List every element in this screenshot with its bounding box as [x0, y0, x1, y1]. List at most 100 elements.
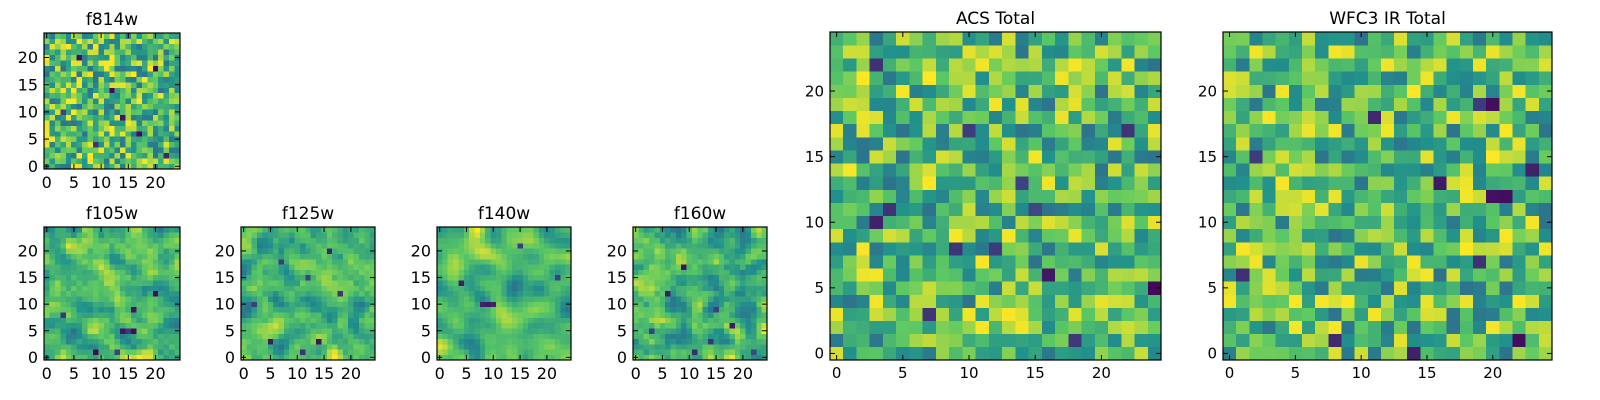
heatmap-cell [125, 152, 132, 159]
heatmap-cell [163, 237, 170, 244]
heatmap-cell [141, 76, 148, 83]
heatmap-cell [1041, 307, 1056, 321]
heatmap-cell [1249, 268, 1263, 282]
heatmap-cell [299, 280, 306, 286]
heatmap-cell [718, 290, 725, 297]
heatmap-cell [49, 33, 56, 39]
heatmap-cell [1499, 45, 1513, 59]
heatmap-cell [922, 32, 937, 46]
heatmap-cell [745, 306, 752, 313]
heatmap-cell [697, 258, 704, 265]
heatmap-cell [1512, 241, 1527, 256]
heatmap-cell [1094, 136, 1109, 151]
heatmap-cell [174, 333, 181, 340]
x-tick-label: 10 [287, 364, 307, 383]
heatmap-cell [1538, 150, 1553, 164]
heatmap-cell [909, 58, 924, 72]
heatmap-cell [71, 285, 77, 292]
heatmap-cell [922, 58, 937, 72]
heatmap-cell [342, 253, 349, 260]
heatmap-cell [289, 253, 295, 260]
heatmap-cell [278, 253, 285, 260]
heatmap-cell [975, 307, 990, 321]
heatmap-cell [262, 258, 269, 265]
heatmap-cell [702, 338, 709, 345]
heatmap-cell [174, 253, 181, 260]
heatmap-cell [922, 84, 937, 98]
heatmap-cell [724, 317, 730, 324]
heatmap-cell [1068, 215, 1082, 230]
heatmap-cell [485, 349, 491, 356]
heatmap-cell [724, 248, 730, 254]
heatmap-cell [654, 274, 661, 281]
heatmap-cell [1538, 202, 1553, 217]
heatmap-cell [257, 285, 263, 292]
heatmap-cell [1433, 32, 1448, 46]
heatmap-cell [60, 290, 67, 297]
heatmap-cell [1262, 307, 1276, 321]
heatmap-cell [565, 253, 572, 260]
heatmap-cell [283, 344, 290, 350]
heatmap-cell [718, 354, 725, 361]
heatmap-cell [1473, 255, 1487, 269]
heatmap-cell [82, 248, 88, 254]
heatmap-cell [533, 301, 540, 308]
heatmap-cell [310, 274, 317, 281]
heatmap-cell [1147, 58, 1162, 72]
heatmap-cell [136, 152, 143, 159]
heatmap-cell [364, 322, 370, 329]
heatmap-cell [283, 264, 290, 270]
heatmap-cell [136, 253, 143, 260]
heatmap-cell [251, 328, 258, 334]
heatmap-cell [988, 58, 1003, 72]
heatmap-cell [1262, 110, 1276, 125]
heatmap-cell [246, 237, 253, 244]
heatmap-cell [740, 306, 746, 313]
heatmap-cell [1459, 123, 1474, 138]
heatmap-cell [756, 296, 762, 302]
heatmap-cell [713, 232, 720, 238]
heatmap-cell [65, 71, 72, 77]
heatmap-cell [495, 264, 502, 270]
heatmap-cell [1028, 255, 1043, 269]
heatmap-cell [670, 317, 677, 324]
heatmap-cell [163, 54, 170, 61]
heatmap-cell [262, 227, 269, 233]
heatmap-cell [922, 333, 937, 348]
heatmap-cell [65, 349, 72, 356]
heatmap-cell [1147, 45, 1162, 59]
heatmap-cell [332, 232, 338, 238]
heatmap-cell [348, 296, 354, 302]
heatmap-cell [54, 232, 61, 238]
heatmap-cell [141, 49, 148, 56]
heatmap-cell [1367, 281, 1382, 295]
heatmap-cell [549, 280, 556, 286]
heatmap-cell [544, 301, 550, 308]
heatmap-cell [633, 317, 639, 324]
heatmap-cell [174, 103, 181, 110]
heatmap-cell [1147, 123, 1162, 138]
heatmap-cell [120, 98, 126, 105]
heatmap-cell [750, 344, 757, 350]
heatmap-cell [82, 333, 88, 340]
heatmap-cell [1394, 228, 1408, 243]
heatmap-cell [92, 349, 99, 356]
heatmap-cell [1015, 45, 1029, 59]
heatmap-cell [1486, 32, 1500, 46]
heatmap-cell [136, 33, 143, 39]
heatmap-cell [544, 269, 550, 276]
heatmap-cell [114, 264, 121, 270]
heatmap-cell [649, 322, 655, 329]
heatmap-cell [643, 354, 650, 361]
heatmap-cell [348, 285, 354, 292]
heatmap-cell [1315, 150, 1329, 164]
heatmap-cell [1249, 189, 1263, 203]
heatmap-cell [565, 258, 572, 265]
heatmap-cell [479, 317, 486, 324]
heatmap-cell [909, 255, 924, 269]
heatmap-cell [659, 344, 666, 350]
heatmap-cell [761, 285, 768, 292]
heatmap-cell [729, 237, 736, 244]
heatmap-cell [533, 232, 540, 238]
